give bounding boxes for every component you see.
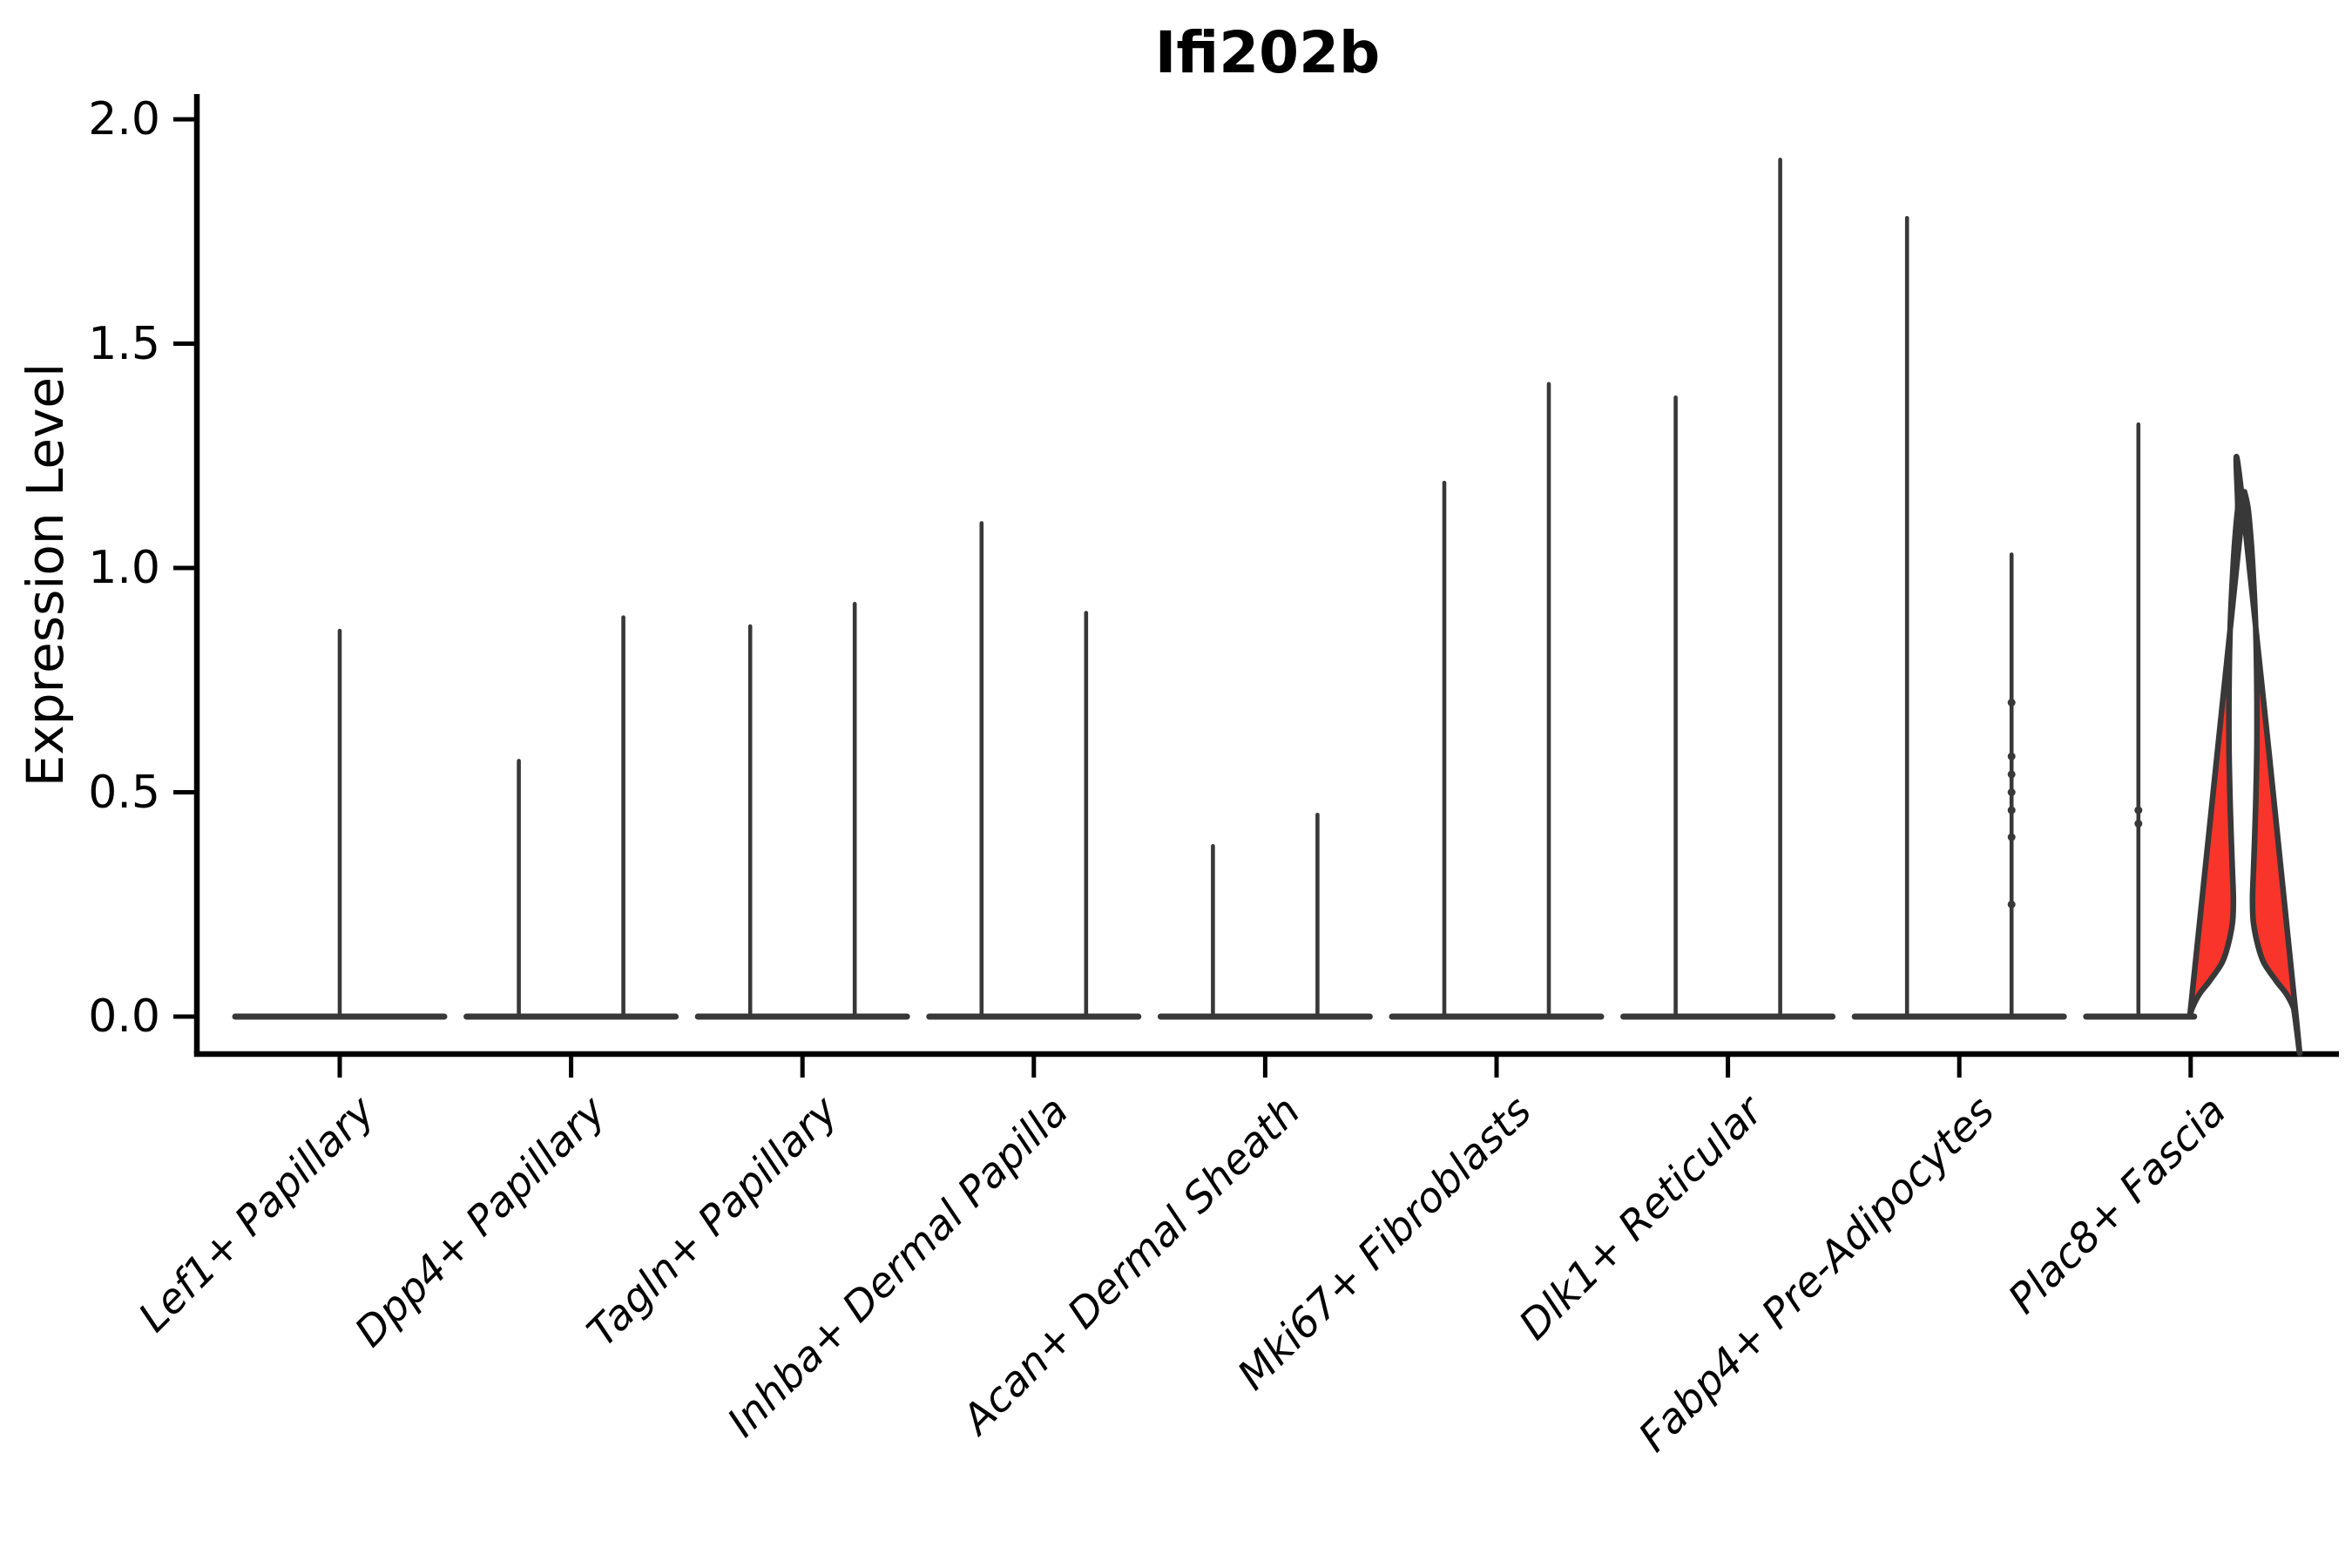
jitter-dot (2007, 806, 2016, 814)
jitter-dot (2007, 752, 2016, 760)
y-tick-label: 1.0 (88, 542, 160, 594)
y-tick-label: 0.0 (88, 990, 160, 1043)
y-tick-label: 2.0 (88, 93, 160, 145)
jitter-dot (2007, 699, 2016, 706)
jitter-dot (2007, 788, 2016, 796)
jitter-dot (2007, 900, 2016, 909)
jitter-dot (2007, 770, 2016, 779)
y-tick-label: 1.5 (88, 317, 160, 370)
jitter-dot (2007, 833, 2016, 841)
y-tick-label: 0.5 (88, 766, 160, 819)
chart-title: Ifi202b (1154, 19, 1381, 86)
filled-violin (2186, 454, 2303, 1057)
jitter-dot (2134, 806, 2143, 814)
jitter-dot (2134, 820, 2143, 828)
